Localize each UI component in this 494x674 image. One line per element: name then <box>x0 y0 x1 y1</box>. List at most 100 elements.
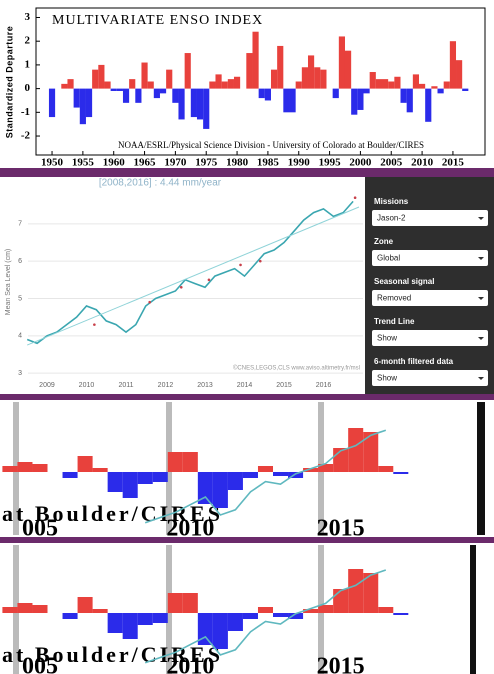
bar <box>301 67 308 89</box>
bar <box>152 472 168 482</box>
bar <box>357 88 364 110</box>
x-tick-label: 2012 <box>158 382 174 389</box>
chart-title: MULTIVARIATE ENSO INDEX <box>52 13 263 28</box>
bar <box>242 613 258 619</box>
y-tick-label: -1 <box>21 106 30 118</box>
bar <box>378 607 394 613</box>
x-tick-label: 1995 <box>319 157 342 169</box>
bar <box>393 613 409 615</box>
y-tick-label: 4 <box>18 333 22 340</box>
separator <box>0 394 494 400</box>
x-tick-label: 2010 <box>166 654 214 674</box>
control-label: Trend Line <box>374 317 415 326</box>
point <box>207 278 211 282</box>
dropdown-value: Removed <box>377 294 411 303</box>
x-tick-label: 2015 <box>317 654 365 674</box>
bar <box>277 45 284 89</box>
bar <box>62 613 78 619</box>
x-tick-label: 2010 <box>411 157 434 169</box>
trend-line <box>27 206 360 346</box>
bar <box>73 88 80 108</box>
x-tick-label: 2010 <box>79 382 95 389</box>
x-tick-label: 005 <box>22 654 58 674</box>
annotation: ©CNES,LEGOS,CLS www.aviso.altimetry.fr/m… <box>233 365 360 372</box>
bar <box>382 79 389 89</box>
bar <box>406 88 413 113</box>
bar <box>363 88 370 94</box>
bar <box>104 81 111 89</box>
x-tick-label: 005 <box>22 516 58 542</box>
bar <box>333 589 349 613</box>
x-tick-label: 2015 <box>442 157 465 169</box>
point <box>353 196 357 199</box>
bar <box>375 79 383 89</box>
y-tick-label: 3 <box>25 11 31 23</box>
dropdown-caret <box>478 337 484 340</box>
bar <box>167 593 183 613</box>
bar <box>212 613 228 649</box>
bar <box>48 88 56 118</box>
bar <box>431 86 438 89</box>
bar <box>178 88 185 120</box>
bar <box>314 67 321 89</box>
bar <box>318 605 334 613</box>
bar <box>196 88 204 120</box>
bar <box>184 53 191 89</box>
bar <box>166 69 173 89</box>
bar <box>77 456 93 472</box>
bar <box>209 81 216 89</box>
dropdown-value: Show <box>377 334 397 343</box>
bar <box>252 31 259 89</box>
x-tick-label: 2016 <box>316 382 332 389</box>
y-axis-label: Mean Sea Level (cm) <box>5 249 12 316</box>
bar <box>32 464 48 472</box>
x-tick-label: 1975 <box>195 157 218 169</box>
bar <box>61 83 68 89</box>
bar <box>116 88 123 91</box>
bar <box>393 472 409 474</box>
x-tick-label: 2015 <box>276 382 292 389</box>
sea-level-line <box>144 429 387 524</box>
dropdown-value: Global <box>377 254 400 263</box>
dropdown[interactable] <box>372 210 488 226</box>
control-label: Zone <box>374 237 394 246</box>
bar <box>110 88 117 91</box>
bar <box>167 452 183 472</box>
point <box>148 300 151 304</box>
dropdown[interactable] <box>372 290 488 306</box>
dropdown[interactable] <box>372 330 488 346</box>
bar <box>270 69 278 89</box>
dropdown-value: Show <box>377 374 397 383</box>
dropdown[interactable] <box>372 370 488 386</box>
bar <box>221 81 228 89</box>
bar <box>400 88 407 103</box>
dropdown-caret <box>478 297 484 300</box>
bar <box>419 83 426 89</box>
bar <box>227 79 234 89</box>
bar <box>62 472 78 478</box>
bar <box>190 88 197 118</box>
bar <box>159 88 167 94</box>
bar <box>203 88 210 129</box>
bar <box>197 472 213 504</box>
x-tick-label: 1990 <box>288 157 311 169</box>
bar <box>363 432 379 472</box>
y-tick-label: 2 <box>25 35 31 47</box>
bar <box>137 472 153 484</box>
bar <box>141 62 148 89</box>
bar <box>122 613 138 639</box>
bar <box>449 41 457 89</box>
point <box>239 263 242 267</box>
dropdown[interactable] <box>372 250 488 266</box>
bar <box>85 88 93 118</box>
bar <box>338 36 345 89</box>
bar <box>283 88 290 113</box>
bar <box>197 613 213 645</box>
bar <box>288 613 304 619</box>
bar <box>215 74 222 89</box>
annotation: at Boulder/CIRES <box>2 501 223 526</box>
bar <box>258 88 265 99</box>
bar <box>227 472 243 490</box>
annotation: at Boulder/CIRES <box>2 642 223 667</box>
